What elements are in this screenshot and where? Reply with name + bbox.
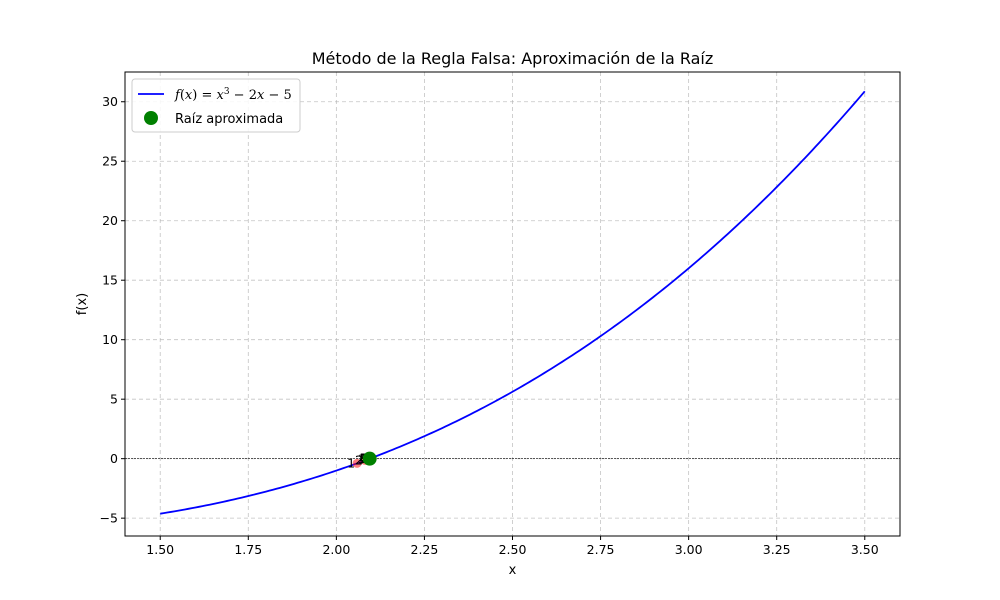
y-tick-label: 0	[110, 451, 118, 466]
iteration-point	[352, 458, 362, 468]
tick-layer: 1.50 1.75 2.00 2.25 2.50 2.75 3.00 3.25 3.50 −5 0 5…	[100, 94, 879, 557]
y-axis-label: f(x)	[75, 293, 90, 315]
y-tick-label: −5	[100, 511, 118, 526]
iteration-label: 1	[347, 455, 355, 470]
x-tick-label: 2.25	[411, 542, 439, 557]
y-tick-label: 20	[102, 213, 118, 228]
x-tick-label: 3.00	[675, 542, 703, 557]
x-tick-label: 2.50	[499, 542, 527, 557]
function-curve	[160, 90, 866, 515]
y-tick-label: 30	[102, 94, 118, 109]
chart-title: Método de la Regla Falsa: Aproximación d…	[312, 49, 714, 68]
x-tick-label: 3.50	[851, 542, 879, 557]
x-tick-label: 2.00	[322, 542, 350, 557]
root-point	[362, 451, 377, 466]
y-tick-label: 15	[102, 273, 118, 288]
plot-layer: 1234567	[160, 90, 866, 515]
y-tick-label: 10	[102, 332, 118, 347]
legend-scatter-swatch	[144, 111, 158, 125]
legend: f(x) = x3 − 2x − 5 Raíz aproximada	[131, 78, 301, 133]
legend-entry-function: f(x) = x3 − 2x − 5	[174, 87, 292, 103]
y-tick-label: 5	[110, 392, 118, 407]
y-tick-label: 25	[102, 154, 118, 169]
iteration-label: 3	[358, 451, 366, 466]
legend-box	[131, 78, 301, 133]
iteration-label: 2	[355, 452, 363, 467]
x-axis-label: x	[509, 563, 517, 578]
x-tick-label: 1.50	[146, 542, 174, 557]
legend-entry-root: Raíz aproximada	[175, 112, 283, 127]
x-tick-label: 3.25	[763, 542, 791, 557]
x-tick-label: 1.75	[234, 542, 262, 557]
x-tick-label: 2.75	[587, 542, 615, 557]
